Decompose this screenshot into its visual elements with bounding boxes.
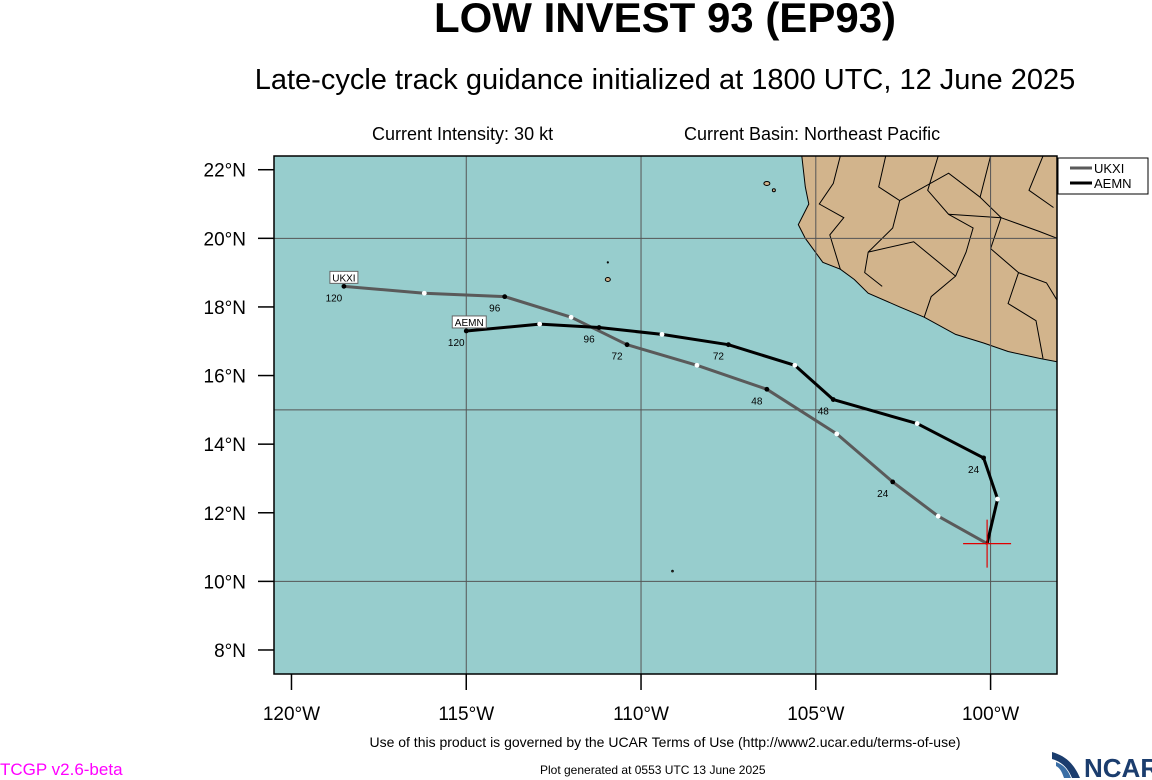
tau-label: 72 (611, 352, 623, 363)
chart-subtitle: Late-cycle track guidance initialized at… (254, 64, 1076, 96)
island (606, 261, 609, 264)
island (671, 569, 674, 573)
lat-tick-label: 16°N (204, 367, 246, 388)
generated-timestamp: Plot generated at 0553 UTC 13 June 2025 (540, 763, 766, 777)
track-day-marker-aemn (596, 325, 602, 330)
track-day-marker-ukxi (624, 342, 630, 348)
state-border (979, 156, 1044, 359)
ncar-logo-swoosh-inner (1056, 762, 1071, 778)
version-label: TCGP v2.6-beta (0, 760, 123, 779)
track-name-box (451, 315, 487, 329)
initial-position-marker (963, 519, 1012, 568)
tau-label: 24 (968, 465, 980, 476)
track-day-marker-aemn (726, 342, 731, 348)
state-border (948, 213, 1057, 239)
longitude-axis: 120°W 115°W 110°W 105°W 100°W (263, 674, 1019, 725)
tau-label: 120 (326, 293, 343, 304)
track-halfday-marker-ukxi (421, 290, 427, 296)
state-border (818, 156, 845, 270)
mexico-land (797, 156, 1057, 363)
lat-tick-label: 10°N (204, 572, 246, 593)
tau-label: 72 (713, 352, 725, 363)
track-halfday-marker-ukxi (834, 431, 840, 437)
tau-label: 96 (584, 335, 596, 346)
state-border (1018, 272, 1057, 301)
state-border (868, 241, 956, 277)
island (763, 180, 771, 186)
track-day-marker-aemn (463, 328, 469, 334)
grid-lines (274, 156, 1057, 674)
tau-label: 48 (818, 407, 830, 418)
track-day-marker-ukxi (502, 294, 508, 300)
current-basin: Current Basin: Northeast Pacific (684, 124, 941, 144)
legend-label-aemn: AEMN (1094, 176, 1132, 191)
track-day-marker-ukxi (764, 386, 770, 392)
tau-label: 48 (751, 396, 763, 407)
track-halfday-marker-aemn (995, 496, 1000, 502)
terms-of-use: Use of this product is governed by the U… (369, 734, 961, 750)
legend-box (1057, 157, 1149, 195)
track-day-marker-aemn (830, 397, 836, 402)
lat-tick-label: 8°N (214, 641, 246, 662)
track-halfday-marker-aemn (792, 362, 798, 368)
state-borders (818, 156, 1057, 359)
lon-tick-label: 100°W (962, 704, 1019, 725)
track-halfday-marker-ukxi (935, 513, 941, 519)
state-border (864, 156, 901, 287)
track-halfday-marker-ukxi (568, 314, 574, 320)
island (604, 276, 611, 282)
lon-tick-label: 105°W (787, 704, 844, 725)
lat-tick-label: 22°N (204, 161, 246, 182)
state-border (1028, 156, 1054, 208)
track-halfday-marker-ukxi (694, 362, 700, 368)
state-border (923, 156, 974, 318)
ncar-logo-text: NCAR (1084, 753, 1152, 780)
lat-tick-label: 18°N (204, 298, 246, 319)
plot-frame (273, 155, 1058, 675)
state-border (899, 172, 981, 202)
track-day-marker-ukxi (341, 283, 347, 289)
track-name-label: UKXI (332, 273, 355, 284)
track-day-marker-ukxi (890, 479, 896, 485)
lon-tick-label: 115°W (438, 704, 494, 725)
track-halfday-marker-aemn (659, 331, 665, 337)
track-halfday-marker-aemn (914, 421, 920, 426)
track-halfday-marker-aemn (537, 321, 543, 327)
tau-label: 24 (877, 489, 889, 500)
ncar-logo-swoosh (1052, 752, 1080, 778)
tau-label: 120 (448, 338, 465, 349)
current-intensity: Current Intensity: 30 kt (372, 124, 554, 144)
track-labels: 24 48 72 96 120 UKXI 24 48 72 96 120 AEMN (326, 270, 980, 500)
ncar-logo: NCAR (1052, 752, 1152, 780)
lat-tick-label: 20°N (204, 229, 246, 250)
forecast-tracks (341, 283, 1000, 545)
tau-label: 96 (489, 304, 501, 315)
islands (604, 180, 776, 573)
island (771, 188, 776, 193)
lat-tick-label: 12°N (204, 504, 246, 525)
lon-tick-label: 110°W (613, 704, 669, 725)
track-name-box (329, 270, 359, 284)
legend-label-ukxi: UKXI (1094, 161, 1124, 176)
track-name-label: AEMN (455, 318, 484, 329)
latitude-axis: 22°N 20°N 18°N 16°N 14°N 12°N 10°N 8°N (204, 161, 274, 662)
chart-title: LOW INVEST 93 (EP93) (433, 0, 897, 41)
track-day-marker-aemn (981, 455, 986, 461)
lat-tick-label: 14°N (204, 435, 246, 456)
lon-tick-label: 120°W (263, 704, 320, 725)
